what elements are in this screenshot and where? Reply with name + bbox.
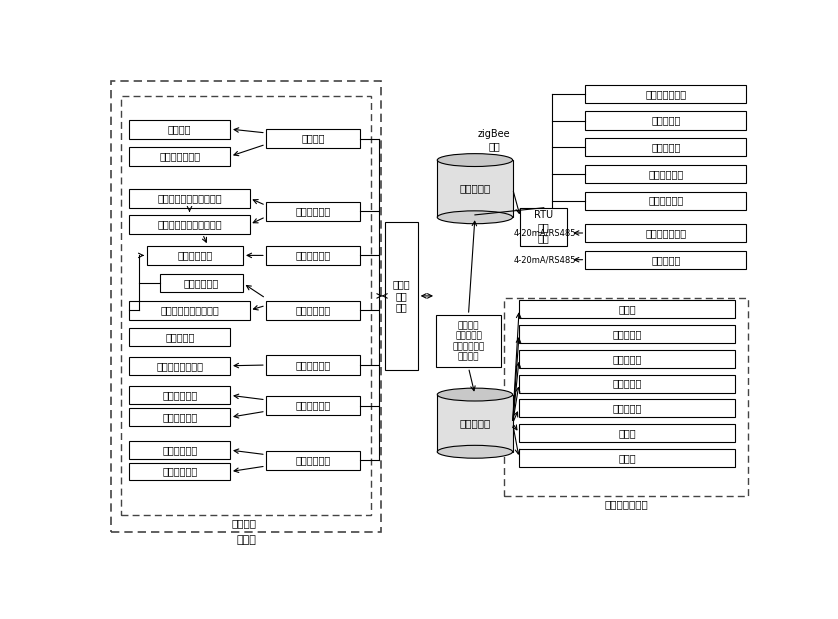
Text: 故障监测预警: 故障监测预警 [178,251,213,261]
FancyBboxPatch shape [129,147,230,166]
FancyBboxPatch shape [519,325,735,343]
Text: 更新专家数据库（后台）: 更新专家数据库（后台） [158,219,222,230]
Text: 设备信息库: 设备信息库 [613,379,642,389]
FancyBboxPatch shape [437,394,513,452]
FancyBboxPatch shape [586,165,747,183]
Ellipse shape [437,154,513,167]
Text: 客户端: 客户端 [236,535,256,545]
FancyBboxPatch shape [129,301,250,320]
FancyBboxPatch shape [266,301,360,320]
FancyBboxPatch shape [520,208,567,246]
FancyBboxPatch shape [519,374,735,392]
FancyBboxPatch shape [160,274,243,292]
FancyBboxPatch shape [586,111,747,129]
FancyBboxPatch shape [129,357,230,374]
Text: 运行监控模块: 运行监控模块 [295,206,330,216]
FancyBboxPatch shape [586,85,747,103]
Text: 决策方案模块: 决策方案模块 [295,400,330,410]
Text: 专家数据库组成: 专家数据库组成 [604,499,648,509]
Text: 压力传感器: 压力传感器 [651,142,680,152]
FancyBboxPatch shape [266,246,360,265]
FancyBboxPatch shape [519,424,735,442]
FancyBboxPatch shape [266,129,360,148]
Text: 设备信息模块: 设备信息模块 [295,456,330,465]
Text: 可燃气体检测仪: 可燃气体检测仪 [645,228,686,238]
Text: 模板库管理: 模板库管理 [165,332,194,342]
Ellipse shape [437,211,513,223]
Text: 功能模块: 功能模块 [232,518,257,528]
Text: 数据监测库: 数据监测库 [613,329,642,339]
Text: 数据传输
（光纤、网
桥、电台、卫
星通讯）: 数据传输 （光纤、网 桥、电台、卫 星通讯） [453,321,484,361]
Text: 动液面测量仪: 动液面测量仪 [649,169,684,179]
FancyBboxPatch shape [129,215,250,234]
Text: 温度传感器: 温度传感器 [651,116,680,126]
Text: zigBee
通信: zigBee 通信 [478,129,510,151]
Text: 故障诊断系统（后台）: 故障诊断系统（后台） [160,305,219,315]
Text: 监控生产数据库（后台）: 监控生产数据库（后台） [158,193,222,203]
Text: 数据库
连接
模块: 数据库 连接 模块 [393,279,411,313]
Text: 专家知识库: 专家知识库 [613,404,642,413]
Text: 设备信息管理: 设备信息管理 [162,445,198,455]
FancyBboxPatch shape [586,138,747,156]
FancyBboxPatch shape [129,441,230,459]
Ellipse shape [437,388,513,401]
Text: 登录管理: 登录管理 [168,124,192,134]
FancyBboxPatch shape [437,160,513,217]
FancyBboxPatch shape [129,409,230,426]
FancyBboxPatch shape [129,463,230,480]
FancyBboxPatch shape [586,191,747,210]
Text: 设备维护系统: 设备维护系统 [162,467,198,477]
Text: 数据库连接管理: 数据库连接管理 [159,151,200,162]
Text: RTU
控制
系统: RTU 控制 系统 [534,210,553,243]
FancyBboxPatch shape [519,399,735,417]
FancyBboxPatch shape [266,355,360,374]
Text: 故障分析模块: 故障分析模块 [295,305,330,315]
FancyBboxPatch shape [129,386,230,404]
Text: 案例库: 案例库 [618,428,636,438]
FancyBboxPatch shape [129,189,250,208]
Ellipse shape [437,445,513,458]
FancyBboxPatch shape [266,451,360,470]
FancyBboxPatch shape [129,119,230,139]
Text: 一体化示功仪: 一体化示功仪 [649,196,684,206]
Text: 决策方案系统: 决策方案系统 [162,412,198,422]
Text: 流量传感器: 流量传感器 [651,254,680,265]
FancyBboxPatch shape [266,396,360,415]
FancyBboxPatch shape [385,222,418,370]
Text: 系统库: 系统库 [618,305,636,314]
FancyBboxPatch shape [519,350,735,368]
FancyBboxPatch shape [129,328,230,346]
Text: 4-20mA/RS485: 4-20mA/RS485 [514,228,577,238]
Text: 故障查询系统: 故障查询系统 [184,279,220,288]
FancyBboxPatch shape [266,202,360,220]
Text: 故障预测模块: 故障预测模块 [295,360,330,370]
Text: 状态预警模块: 状态预警模块 [295,251,330,261]
FancyBboxPatch shape [147,246,243,265]
FancyBboxPatch shape [586,251,747,269]
FancyBboxPatch shape [519,300,735,318]
Text: 电参数采集模块: 电参数采集模块 [645,89,686,99]
Text: 4-20mA/RS485: 4-20mA/RS485 [514,255,577,264]
Text: 故障预测（后台）: 故障预测（后台） [156,361,204,371]
FancyBboxPatch shape [519,449,735,467]
Text: 生产数据库: 生产数据库 [459,184,490,194]
Text: 登录模块: 登录模块 [301,134,324,144]
Text: 故障管理系统: 故障管理系统 [162,391,198,400]
FancyBboxPatch shape [586,224,747,242]
Text: 用户信息库: 用户信息库 [613,354,642,364]
FancyBboxPatch shape [436,315,501,368]
Text: 模板库: 模板库 [618,453,636,463]
Text: 专家数据库: 专家数据库 [459,418,490,428]
